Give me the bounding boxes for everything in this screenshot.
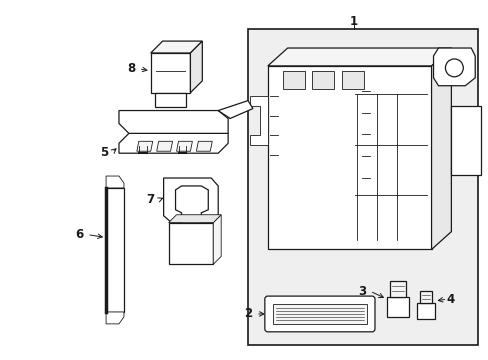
Text: 7: 7 (146, 193, 155, 206)
Polygon shape (431, 48, 450, 249)
Polygon shape (267, 48, 450, 66)
Bar (150, 53, 190, 93)
Polygon shape (119, 111, 228, 133)
Bar (168, 223, 213, 264)
Polygon shape (249, 96, 267, 145)
Polygon shape (150, 41, 202, 53)
Text: 3: 3 (357, 285, 366, 298)
Bar (154, 93, 186, 107)
Bar (267, 66, 431, 249)
Text: 5: 5 (100, 146, 108, 159)
Text: 4: 4 (446, 293, 453, 306)
Polygon shape (168, 215, 221, 223)
Bar (106, 188, 123, 312)
Bar (419, 291, 431, 303)
Bar (247, 29, 477, 345)
Polygon shape (106, 176, 123, 188)
Text: 8: 8 (126, 62, 135, 75)
FancyBboxPatch shape (264, 296, 374, 332)
Polygon shape (163, 178, 218, 223)
Polygon shape (218, 100, 252, 118)
Bar (386, 297, 408, 317)
Polygon shape (119, 133, 228, 153)
Polygon shape (196, 141, 212, 151)
Bar (272, 304, 366, 324)
Bar (282, 71, 304, 89)
Polygon shape (106, 312, 123, 324)
Circle shape (445, 59, 462, 77)
Polygon shape (213, 215, 221, 264)
Polygon shape (156, 141, 172, 151)
Bar (342, 71, 364, 89)
Text: 6: 6 (75, 228, 83, 241)
Bar (312, 71, 334, 89)
Bar (416, 303, 434, 319)
Text: 2: 2 (244, 307, 251, 320)
Text: 1: 1 (349, 15, 358, 28)
Polygon shape (190, 41, 202, 93)
Polygon shape (176, 141, 192, 151)
Bar (450, 105, 480, 175)
Polygon shape (433, 48, 474, 86)
Bar (389, 281, 405, 297)
Polygon shape (137, 141, 152, 151)
